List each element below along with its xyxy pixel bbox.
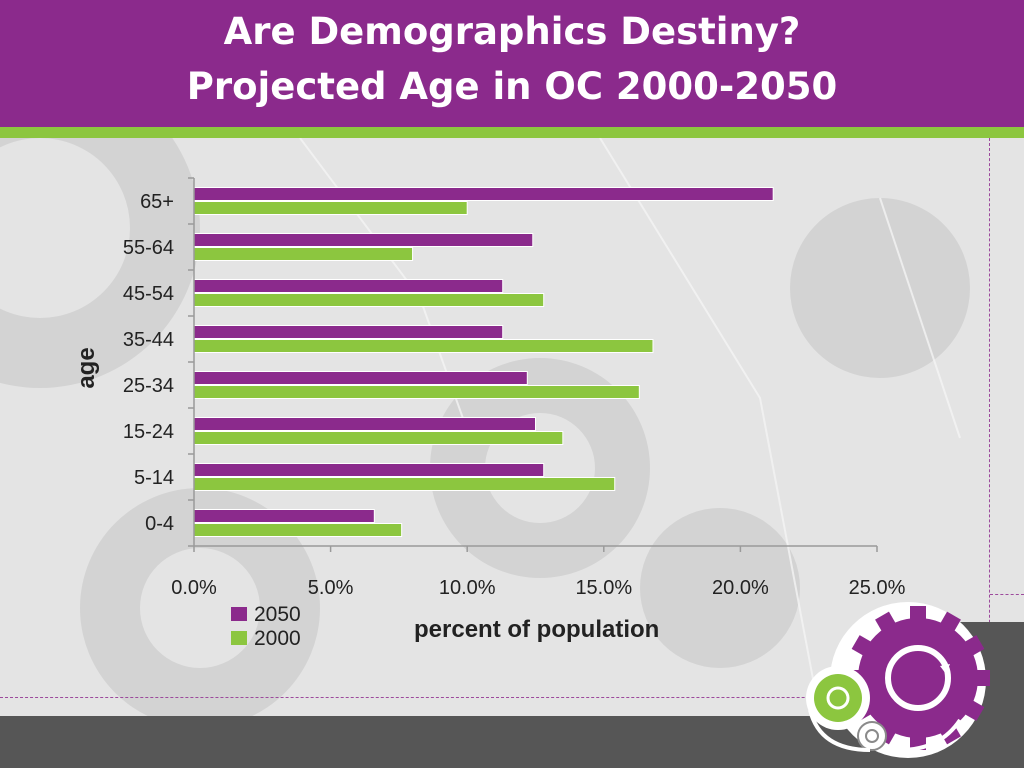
x-axis-label: percent of population <box>414 616 659 643</box>
bar-2050-25-34 <box>193 371 528 385</box>
gear-tooth <box>851 635 872 656</box>
decorative-dashed-line <box>990 594 1024 596</box>
y-tick-labels: 65+ 55-64 45-54 35-44 25-34 15-24 5-14 0-4 <box>123 177 194 547</box>
gear-tooth <box>940 724 961 745</box>
legend-swatch-2050 <box>231 607 247 621</box>
x-tick-label: 25.0% <box>849 577 906 599</box>
x-tick-labels: 0.0% 5.0% 10.0% 15.0% 20.0% 25.0% <box>171 546 906 599</box>
legend-label-2000: 2000 <box>254 627 301 650</box>
gear-tooth <box>910 606 926 620</box>
y-tick-label: 65+ <box>140 191 174 213</box>
bar-2000-25-34 <box>193 385 640 399</box>
title-banner <box>0 0 1024 127</box>
bar-2050-15-24 <box>193 417 536 431</box>
y-tick-label: 5-14 <box>134 467 174 489</box>
x-tick-label: 20.0% <box>712 577 769 599</box>
bar-2000-35-44 <box>193 339 654 353</box>
gear-tooth <box>964 700 985 721</box>
gear-tooth <box>875 611 896 632</box>
y-axis-label: age <box>73 347 100 388</box>
legend-swatch-2000 <box>231 631 247 645</box>
bar-2000-45-54 <box>193 293 545 307</box>
bar-2050-65+ <box>193 187 774 201</box>
bar-2000-5-14 <box>193 477 616 491</box>
y-tick-label: 25-34 <box>123 375 174 397</box>
recycle-gears-icon <box>806 602 990 758</box>
legend-label-2050: 2050 <box>254 603 301 626</box>
x-tick-label: 5.0% <box>308 577 354 599</box>
bar-2000-55-64 <box>193 247 414 261</box>
y-tick-label: 55-64 <box>123 237 174 259</box>
bar-2050-45-54 <box>193 279 504 293</box>
gear-tooth <box>964 635 985 656</box>
y-tick-label: 35-44 <box>123 329 174 351</box>
bars-group <box>193 187 774 537</box>
title-line-1: Are Demographics Destiny? <box>223 10 801 53</box>
bar-2050-35-44 <box>193 325 504 339</box>
gear-tooth <box>976 670 990 686</box>
y-tick-label: 45-54 <box>123 283 174 305</box>
bar-2050-55-64 <box>193 233 534 247</box>
gear-tooth <box>940 611 961 632</box>
decorative-dashed-frame <box>0 138 990 698</box>
x-tick-label: 15.0% <box>575 577 632 599</box>
bar-2000-15-24 <box>193 431 564 445</box>
slide-title: Are Demographics Destiny? Projected Age … <box>0 4 1024 114</box>
bar-2000-0-4 <box>193 523 403 537</box>
x-tick-label: 0.0% <box>171 577 217 599</box>
accent-stripe <box>0 127 1024 138</box>
y-tick-label: 15-24 <box>123 421 174 443</box>
bar-2050-5-14 <box>193 463 545 477</box>
bar-2000-65+ <box>193 201 468 215</box>
title-line-2: Projected Age in OC 2000-2050 <box>186 65 838 108</box>
x-tick-label: 10.0% <box>439 577 496 599</box>
bar-2050-0-4 <box>193 509 375 523</box>
y-tick-label: 0-4 <box>145 513 174 535</box>
